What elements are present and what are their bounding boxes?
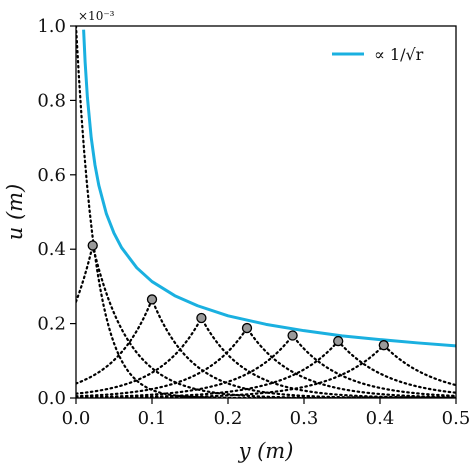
x-tick-label-3: 0.3 <box>290 408 319 429</box>
legend: ∝ 1/√r <box>332 45 424 64</box>
y-tick-label-5: 1.0 <box>37 16 66 37</box>
data-marker-0 <box>87 240 98 251</box>
profile-curve-5 <box>76 334 456 398</box>
data-marker-1 <box>146 294 158 305</box>
y-axis-ticks: 0.0 0.2 0.4 0.6 0.8 1.0 <box>37 16 76 409</box>
x-axis-label: y (m) <box>238 439 294 463</box>
y-scale-label: ×10⁻³ <box>78 9 115 23</box>
y-tick-label-2: 0.4 <box>37 239 66 260</box>
y-tick-label-0: 0.0 <box>37 388 66 409</box>
y-axis-label: u (m) <box>3 184 27 241</box>
profile-curve-3 <box>76 317 456 398</box>
y-tick-label-4: 0.8 <box>37 90 66 111</box>
data-marker-5 <box>333 335 344 347</box>
data-marker-4 <box>287 330 298 341</box>
data-marker-2 <box>196 312 207 324</box>
legend-label-fit: ∝ 1/√r <box>374 45 424 64</box>
fit-curve-group <box>82 29 456 348</box>
data-marker-3 <box>241 322 253 334</box>
x-tick-label-4: 0.4 <box>366 408 395 429</box>
profile-curve-4 <box>76 326 456 398</box>
profile-curve-7 <box>76 345 456 398</box>
x-tick-label-2: 0.2 <box>214 408 243 429</box>
fit-curve <box>82 29 456 348</box>
marker-group <box>87 240 389 351</box>
x-tick-label-0: 0.0 <box>62 408 91 429</box>
data-marker-6 <box>378 340 389 351</box>
x-tick-label-1: 0.1 <box>138 408 167 429</box>
plot-frame <box>75 25 457 399</box>
y-tick-label-3: 0.6 <box>37 165 66 186</box>
x-tick-label-5: 0.5 <box>442 408 471 429</box>
x-axis-ticks: 0.0 0.1 0.2 0.3 0.4 0.5 <box>62 398 471 429</box>
profile-curve-6 <box>76 341 456 398</box>
y-tick-label-1: 0.2 <box>37 314 66 335</box>
